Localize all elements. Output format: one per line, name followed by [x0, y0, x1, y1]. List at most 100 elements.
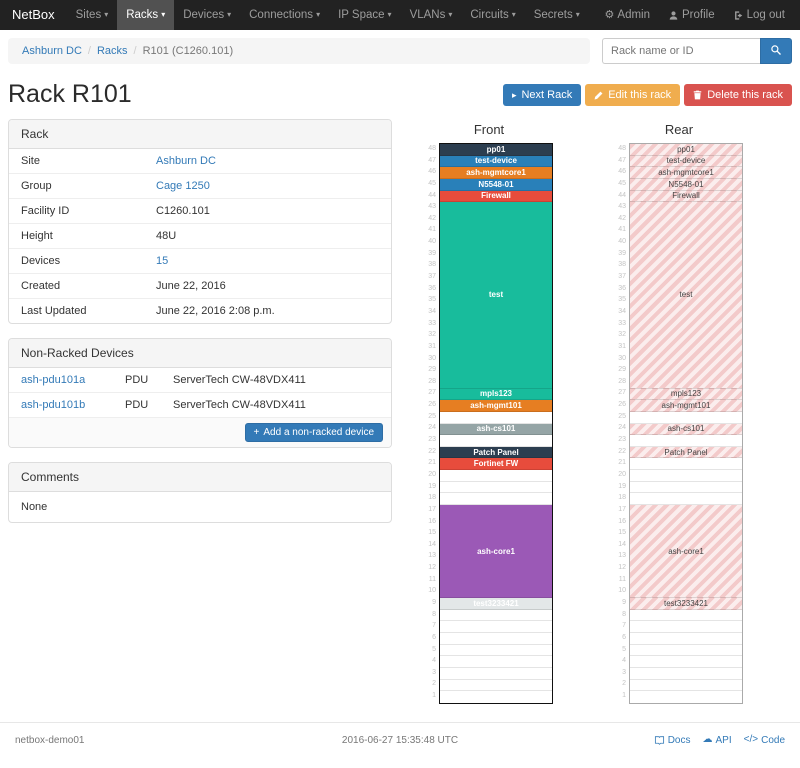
- rack-device[interactable]: Fortinet FW: [440, 458, 552, 471]
- footer-link-label: Code: [761, 734, 785, 746]
- rack-device[interactable]: Firewall: [630, 190, 742, 203]
- rack-unit-number: 2: [622, 680, 626, 688]
- add-nonracked-device-button[interactable]: + Add a non-racked device: [244, 423, 383, 442]
- rack-unit-number: 44: [428, 191, 436, 199]
- rack-device[interactable]: ash-cs101: [630, 423, 742, 436]
- rack-device[interactable]: test-device: [630, 155, 742, 168]
- nav-item-circuits[interactable]: Circuits ▾: [461, 0, 524, 30]
- rack-unit-number: 5: [622, 645, 626, 653]
- rack-device[interactable]: ash-mgmt101: [630, 400, 742, 412]
- rack-unit-number: 9: [622, 598, 626, 606]
- nonracked-device-row: ash-pdu101a PDU ServerTech CW-48VDX411: [9, 368, 391, 393]
- rack-unit-number: 46: [428, 168, 436, 176]
- rack-device[interactable]: N5548-01: [630, 178, 742, 191]
- nav-item-secrets[interactable]: Secrets ▾: [525, 0, 589, 30]
- rack-unit-number: 28: [428, 377, 436, 385]
- rack-slot-empty: [440, 621, 552, 634]
- nav-item-devices[interactable]: Devices ▾: [174, 0, 240, 30]
- footer-link-code[interactable]: </> Code: [744, 735, 785, 746]
- nav-item-racks[interactable]: Racks ▾: [117, 0, 175, 30]
- rack-device[interactable]: ash-cs101: [440, 423, 552, 436]
- breadcrumb-item[interactable]: Racks: [96, 45, 128, 57]
- nav-label: Log out: [746, 9, 785, 21]
- rack-slot-empty: [630, 470, 742, 482]
- rack-device[interactable]: ash-mgmt101: [440, 400, 552, 412]
- rack-unit-number: 26: [428, 401, 436, 409]
- search-input[interactable]: [602, 38, 760, 64]
- brand-logo[interactable]: NetBox: [12, 7, 55, 22]
- rack-unit-number: 42: [428, 214, 436, 222]
- rack-device[interactable]: ash-core1: [630, 505, 742, 599]
- rack-device[interactable]: Patch Panel: [630, 446, 742, 459]
- device-link[interactable]: ash-pdu101b: [21, 399, 86, 411]
- delete-rack-label: Delete this rack: [707, 89, 783, 101]
- nav-label: Profile: [682, 9, 715, 21]
- info-label: Last Updated: [21, 305, 87, 317]
- nav-log-out[interactable]: Log out: [724, 0, 794, 30]
- rack-unit-number: 11: [428, 575, 436, 583]
- chevron-down-icon: ▾: [227, 10, 232, 19]
- rack-device[interactable]: pp01: [630, 144, 742, 156]
- panel-title: Non-Racked Devices: [9, 339, 391, 368]
- rack-device[interactable]: test-device: [440, 155, 552, 168]
- front-unit-numbers: 48 47 46 45 44 43 42 41 40 39 38 37 36 35 34 33 32 31 30 29…: [425, 143, 439, 704]
- info-value-link[interactable]: 15: [156, 255, 169, 267]
- rack-unit-number: 47: [618, 156, 626, 164]
- delete-rack-button[interactable]: Delete this rack: [684, 84, 792, 106]
- footer-link-api[interactable]: ☁ API: [703, 735, 732, 746]
- rack-device[interactable]: mpls123: [630, 388, 742, 401]
- breadcrumb-item[interactable]: Ashburn DC: [22, 45, 82, 57]
- rack-device[interactable]: test: [630, 202, 742, 389]
- info-value-link[interactable]: Ashburn DC: [156, 155, 216, 167]
- device-name-cell: ash-pdu101b: [9, 393, 121, 417]
- rack-device[interactable]: Firewall: [440, 190, 552, 203]
- rack-elevation-rear: Rear 48 47 46 45 44 43 42 41 40 39 38 37 36 35 34 33 32 3…: [615, 119, 743, 704]
- page-title: Rack R101: [8, 80, 132, 108]
- edit-rack-button[interactable]: Edit this rack: [585, 84, 681, 106]
- rack-device[interactable]: ash-core1: [440, 505, 552, 599]
- rack-unit-number: 16: [428, 517, 436, 525]
- next-rack-button[interactable]: ▸ Next Rack: [502, 84, 582, 106]
- front-rack-body: 48 47 46 45 44 43 42 41 40 39 38 37 36 35 34 33 32 31 30 29…: [425, 143, 553, 704]
- user-icon: [668, 10, 679, 21]
- nav-item-connections[interactable]: Connections ▾: [240, 0, 329, 30]
- rack-device[interactable]: N5548-01: [440, 178, 552, 191]
- rack-device[interactable]: test3233421: [630, 598, 742, 610]
- code-icon: </>: [743, 734, 759, 746]
- rack-device[interactable]: pp01: [440, 144, 552, 156]
- info-value-link[interactable]: Cage 1250: [156, 180, 210, 192]
- rack-unit-number: 8: [622, 610, 626, 618]
- breadcrumb-item: R101 (C1260.101): [142, 45, 234, 57]
- search-button[interactable]: [760, 38, 792, 64]
- rack-info-row: Group Cage 1250: [9, 174, 391, 199]
- rack-slot-empty: [630, 668, 742, 680]
- chevron-down-icon: ▾: [575, 10, 580, 19]
- rack-unit-number: 16: [618, 517, 626, 525]
- nav-item-sites[interactable]: Sites ▾: [67, 0, 118, 30]
- rack-unit-number: 11: [618, 575, 626, 583]
- rack-unit-number: 13: [428, 552, 436, 560]
- rack-device[interactable]: mpls123: [440, 388, 552, 401]
- rack-slot-empty: [440, 435, 552, 447]
- rack-unit-number: 7: [622, 622, 626, 630]
- chevron-down-icon: ▾: [316, 10, 321, 19]
- rack-unit-number: 4: [432, 657, 436, 665]
- rack-device[interactable]: ash-mgmtcore1: [630, 167, 742, 179]
- navbar: NetBox Sites ▾ Racks ▾ Devices ▾ Connections ▾ I…: [0, 0, 800, 30]
- nav-profile[interactable]: Profile: [659, 0, 724, 30]
- device-link[interactable]: ash-pdu101a: [21, 374, 86, 386]
- rack-unit-number: 26: [618, 401, 626, 409]
- rack-device[interactable]: ash-mgmtcore1: [440, 167, 552, 179]
- rack-device[interactable]: test3233421: [440, 598, 552, 610]
- nav-admin[interactable]: ⚙ Admin: [596, 0, 659, 30]
- rack-unit-number: 10: [618, 587, 626, 595]
- nav-item-vlans[interactable]: VLANs ▾: [401, 0, 462, 30]
- nav-item-ip-space[interactable]: IP Space ▾: [329, 0, 400, 30]
- footer-link-docs[interactable]: Docs: [654, 735, 691, 746]
- rack-device[interactable]: Patch Panel: [440, 446, 552, 459]
- rack-device[interactable]: test: [440, 202, 552, 389]
- add-nonracked-device-label: Add a non-racked device: [263, 427, 374, 438]
- rack-unit-number: 24: [428, 424, 436, 432]
- rack-elevation-front: Front 48 47 46 45 44 43 42 41 40 39 38 37 36 35 34 33 32…: [425, 119, 553, 704]
- main-content: Rack Site Ashburn DC Group Cage 1250 Facilit…: [8, 119, 792, 704]
